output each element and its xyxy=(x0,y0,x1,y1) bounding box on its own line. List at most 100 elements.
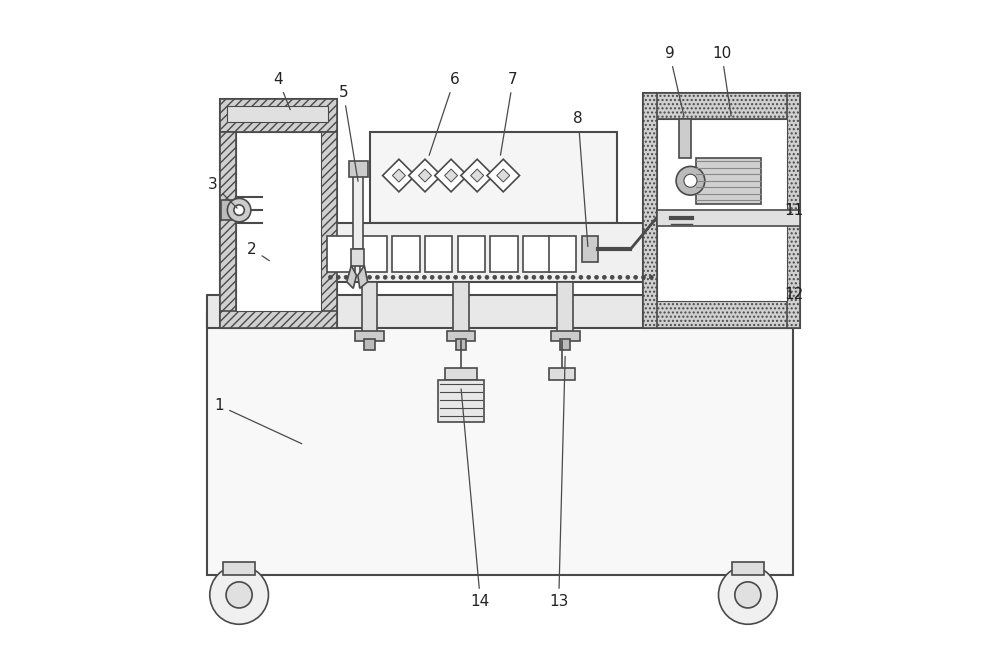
Text: 7: 7 xyxy=(500,72,518,155)
FancyBboxPatch shape xyxy=(321,132,337,328)
Polygon shape xyxy=(418,169,432,182)
Text: 10: 10 xyxy=(712,46,731,116)
FancyBboxPatch shape xyxy=(549,236,576,272)
FancyBboxPatch shape xyxy=(549,368,575,380)
Polygon shape xyxy=(461,159,493,192)
FancyBboxPatch shape xyxy=(362,282,377,334)
FancyBboxPatch shape xyxy=(643,93,800,119)
Circle shape xyxy=(234,205,244,215)
Polygon shape xyxy=(487,159,520,192)
FancyBboxPatch shape xyxy=(696,158,761,204)
FancyBboxPatch shape xyxy=(643,93,657,328)
FancyBboxPatch shape xyxy=(360,236,387,272)
Circle shape xyxy=(493,275,497,279)
Text: 12: 12 xyxy=(784,288,803,303)
Circle shape xyxy=(676,166,705,195)
Polygon shape xyxy=(497,169,510,182)
FancyBboxPatch shape xyxy=(582,236,598,262)
Text: 4: 4 xyxy=(273,72,290,109)
FancyBboxPatch shape xyxy=(643,93,800,328)
FancyBboxPatch shape xyxy=(220,99,337,132)
FancyBboxPatch shape xyxy=(364,339,375,350)
FancyBboxPatch shape xyxy=(223,562,255,575)
FancyBboxPatch shape xyxy=(447,331,475,341)
Circle shape xyxy=(360,275,364,279)
Polygon shape xyxy=(409,159,441,192)
FancyBboxPatch shape xyxy=(351,250,364,265)
Text: 2: 2 xyxy=(247,242,269,261)
Circle shape xyxy=(415,275,418,279)
FancyBboxPatch shape xyxy=(355,331,384,341)
FancyBboxPatch shape xyxy=(327,236,355,272)
Circle shape xyxy=(336,275,340,279)
FancyBboxPatch shape xyxy=(453,282,469,334)
Text: 9: 9 xyxy=(665,46,684,116)
Circle shape xyxy=(563,275,567,279)
FancyBboxPatch shape xyxy=(657,119,787,301)
Circle shape xyxy=(508,275,512,279)
Text: 13: 13 xyxy=(549,356,568,609)
Text: 8: 8 xyxy=(573,111,588,246)
Circle shape xyxy=(407,275,411,279)
Circle shape xyxy=(501,275,505,279)
FancyBboxPatch shape xyxy=(425,236,452,272)
Circle shape xyxy=(227,198,251,222)
Text: 3: 3 xyxy=(208,176,237,208)
FancyBboxPatch shape xyxy=(227,105,328,122)
FancyBboxPatch shape xyxy=(207,314,793,575)
Circle shape xyxy=(516,275,520,279)
Circle shape xyxy=(485,275,489,279)
Polygon shape xyxy=(347,265,357,288)
Circle shape xyxy=(555,275,559,279)
Polygon shape xyxy=(435,159,467,192)
Circle shape xyxy=(368,275,372,279)
FancyBboxPatch shape xyxy=(560,339,570,350)
Text: 14: 14 xyxy=(461,389,490,609)
FancyBboxPatch shape xyxy=(220,132,236,328)
Polygon shape xyxy=(471,169,484,182)
FancyBboxPatch shape xyxy=(787,93,800,328)
FancyBboxPatch shape xyxy=(458,236,485,272)
FancyBboxPatch shape xyxy=(353,171,363,250)
Circle shape xyxy=(430,275,434,279)
Circle shape xyxy=(684,174,697,187)
Circle shape xyxy=(735,582,761,608)
Polygon shape xyxy=(358,265,368,288)
Circle shape xyxy=(375,275,379,279)
Circle shape xyxy=(587,275,591,279)
FancyBboxPatch shape xyxy=(445,368,477,380)
Text: 6: 6 xyxy=(429,72,459,155)
FancyBboxPatch shape xyxy=(207,295,793,328)
Circle shape xyxy=(446,275,450,279)
FancyBboxPatch shape xyxy=(557,282,573,334)
Circle shape xyxy=(618,275,622,279)
Circle shape xyxy=(469,275,473,279)
FancyBboxPatch shape xyxy=(221,200,237,220)
FancyBboxPatch shape xyxy=(370,132,617,223)
Polygon shape xyxy=(445,169,458,182)
FancyBboxPatch shape xyxy=(236,132,321,311)
FancyBboxPatch shape xyxy=(317,223,657,282)
Circle shape xyxy=(344,275,348,279)
FancyBboxPatch shape xyxy=(456,339,466,350)
Circle shape xyxy=(399,275,403,279)
FancyBboxPatch shape xyxy=(657,210,800,227)
FancyBboxPatch shape xyxy=(551,331,580,341)
Circle shape xyxy=(634,275,638,279)
FancyBboxPatch shape xyxy=(349,161,368,178)
Circle shape xyxy=(602,275,606,279)
Circle shape xyxy=(391,275,395,279)
Circle shape xyxy=(718,565,777,624)
Circle shape xyxy=(328,275,332,279)
Circle shape xyxy=(226,582,252,608)
Circle shape xyxy=(352,275,356,279)
Circle shape xyxy=(462,275,465,279)
Circle shape xyxy=(579,275,583,279)
Circle shape xyxy=(210,565,268,624)
FancyBboxPatch shape xyxy=(732,562,764,575)
Circle shape xyxy=(532,275,536,279)
Circle shape xyxy=(571,275,575,279)
FancyBboxPatch shape xyxy=(220,99,337,328)
Circle shape xyxy=(642,275,645,279)
FancyBboxPatch shape xyxy=(392,236,420,272)
